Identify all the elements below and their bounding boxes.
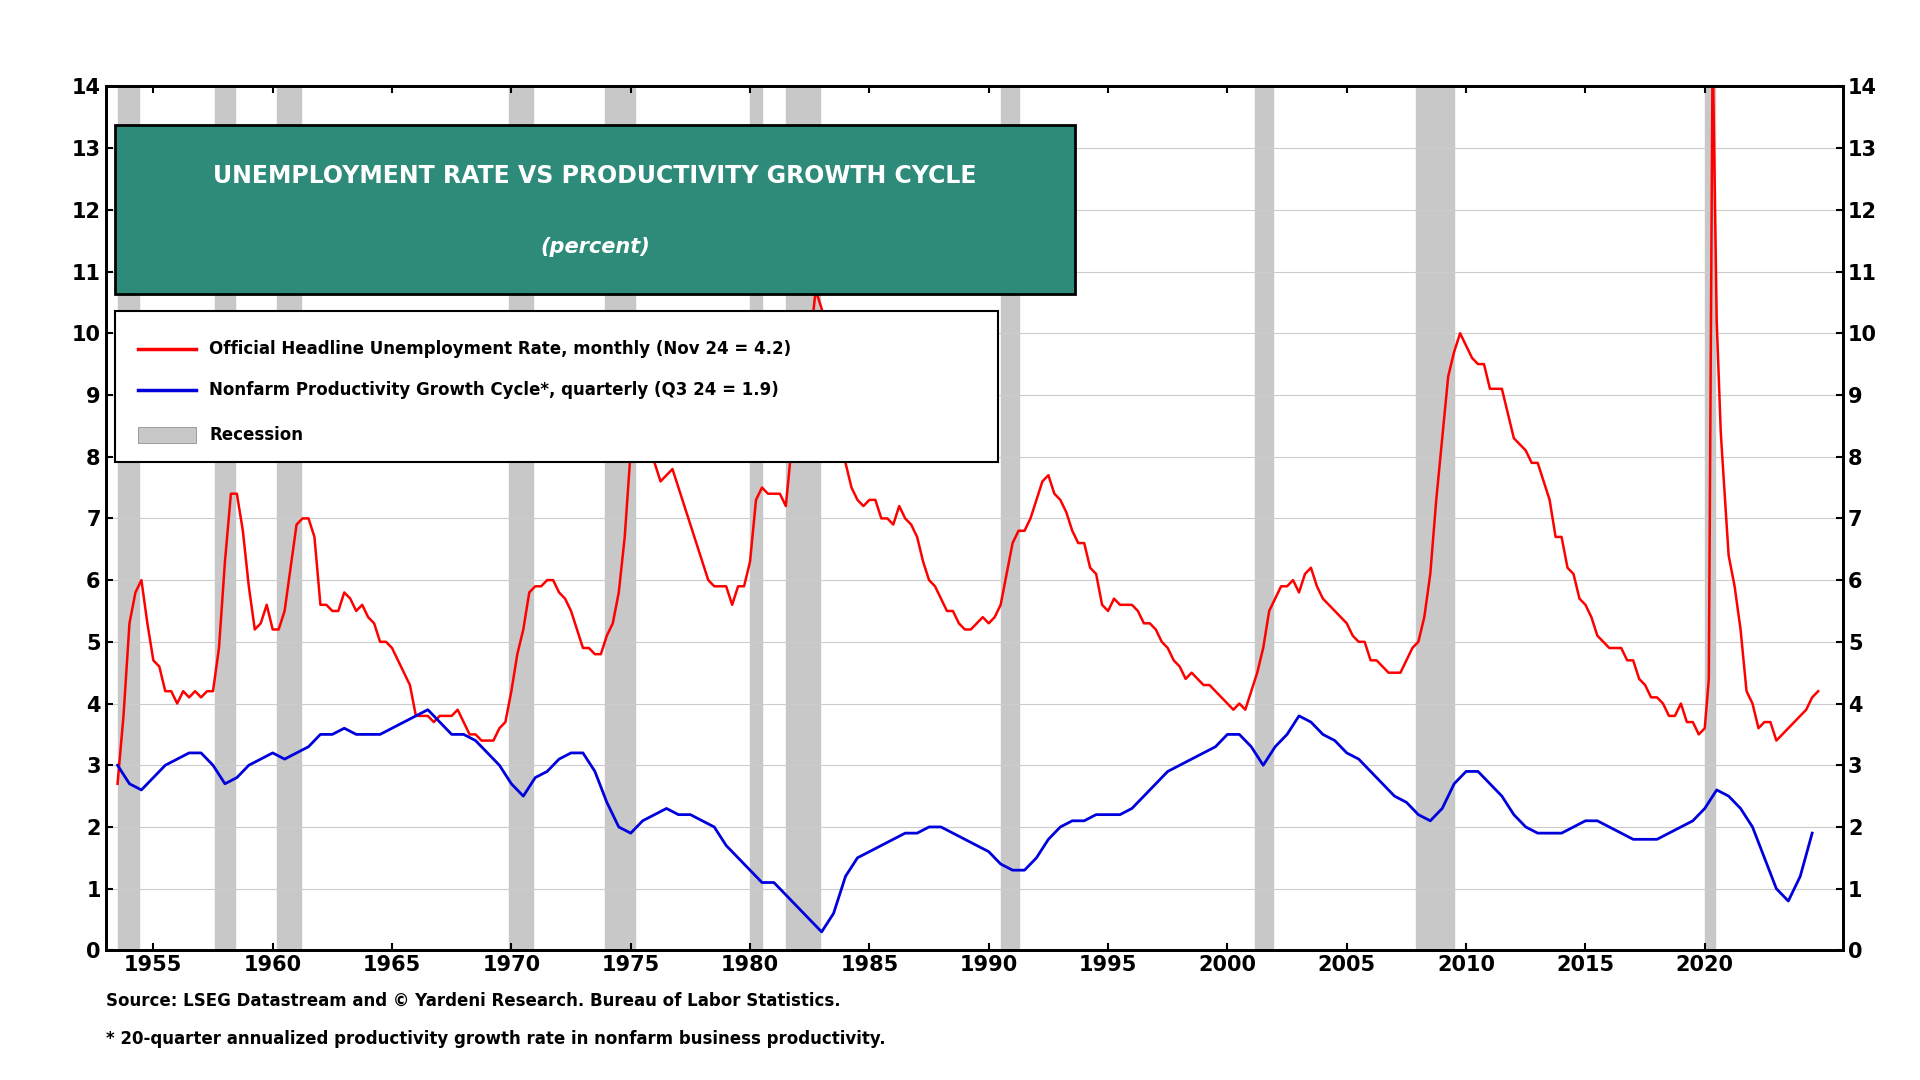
Text: (percent): (percent)	[540, 237, 651, 257]
Bar	[276, 86, 301, 950]
Bar	[1705, 86, 1715, 950]
Bar	[751, 86, 762, 950]
Bar	[509, 86, 534, 950]
Text: Recession: Recession	[209, 426, 303, 444]
Bar	[1417, 86, 1453, 950]
Text: Source: LSEG Datastream and © Yardeni Research. Bureau of Labor Statistics.: Source: LSEG Datastream and © Yardeni Re…	[106, 991, 841, 1010]
Text: Official Headline Unemployment Rate, monthly (Nov 24 = 4.2): Official Headline Unemployment Rate, mon…	[209, 340, 791, 357]
Bar	[215, 86, 234, 950]
Text: Nonfarm Productivity Growth Cycle*, quarterly (Q3 24 = 1.9): Nonfarm Productivity Growth Cycle*, quar…	[209, 380, 780, 399]
Bar	[785, 86, 820, 950]
Bar	[117, 86, 140, 950]
Bar	[605, 86, 636, 950]
Text: UNEMPLOYMENT RATE VS PRODUCTIVITY GROWTH CYCLE: UNEMPLOYMENT RATE VS PRODUCTIVITY GROWTH…	[213, 164, 977, 188]
Bar	[1000, 86, 1018, 950]
Text: * 20-quarter annualized productivity growth rate in nonfarm business productivit: * 20-quarter annualized productivity gro…	[106, 1029, 885, 1048]
Bar	[1256, 86, 1273, 950]
